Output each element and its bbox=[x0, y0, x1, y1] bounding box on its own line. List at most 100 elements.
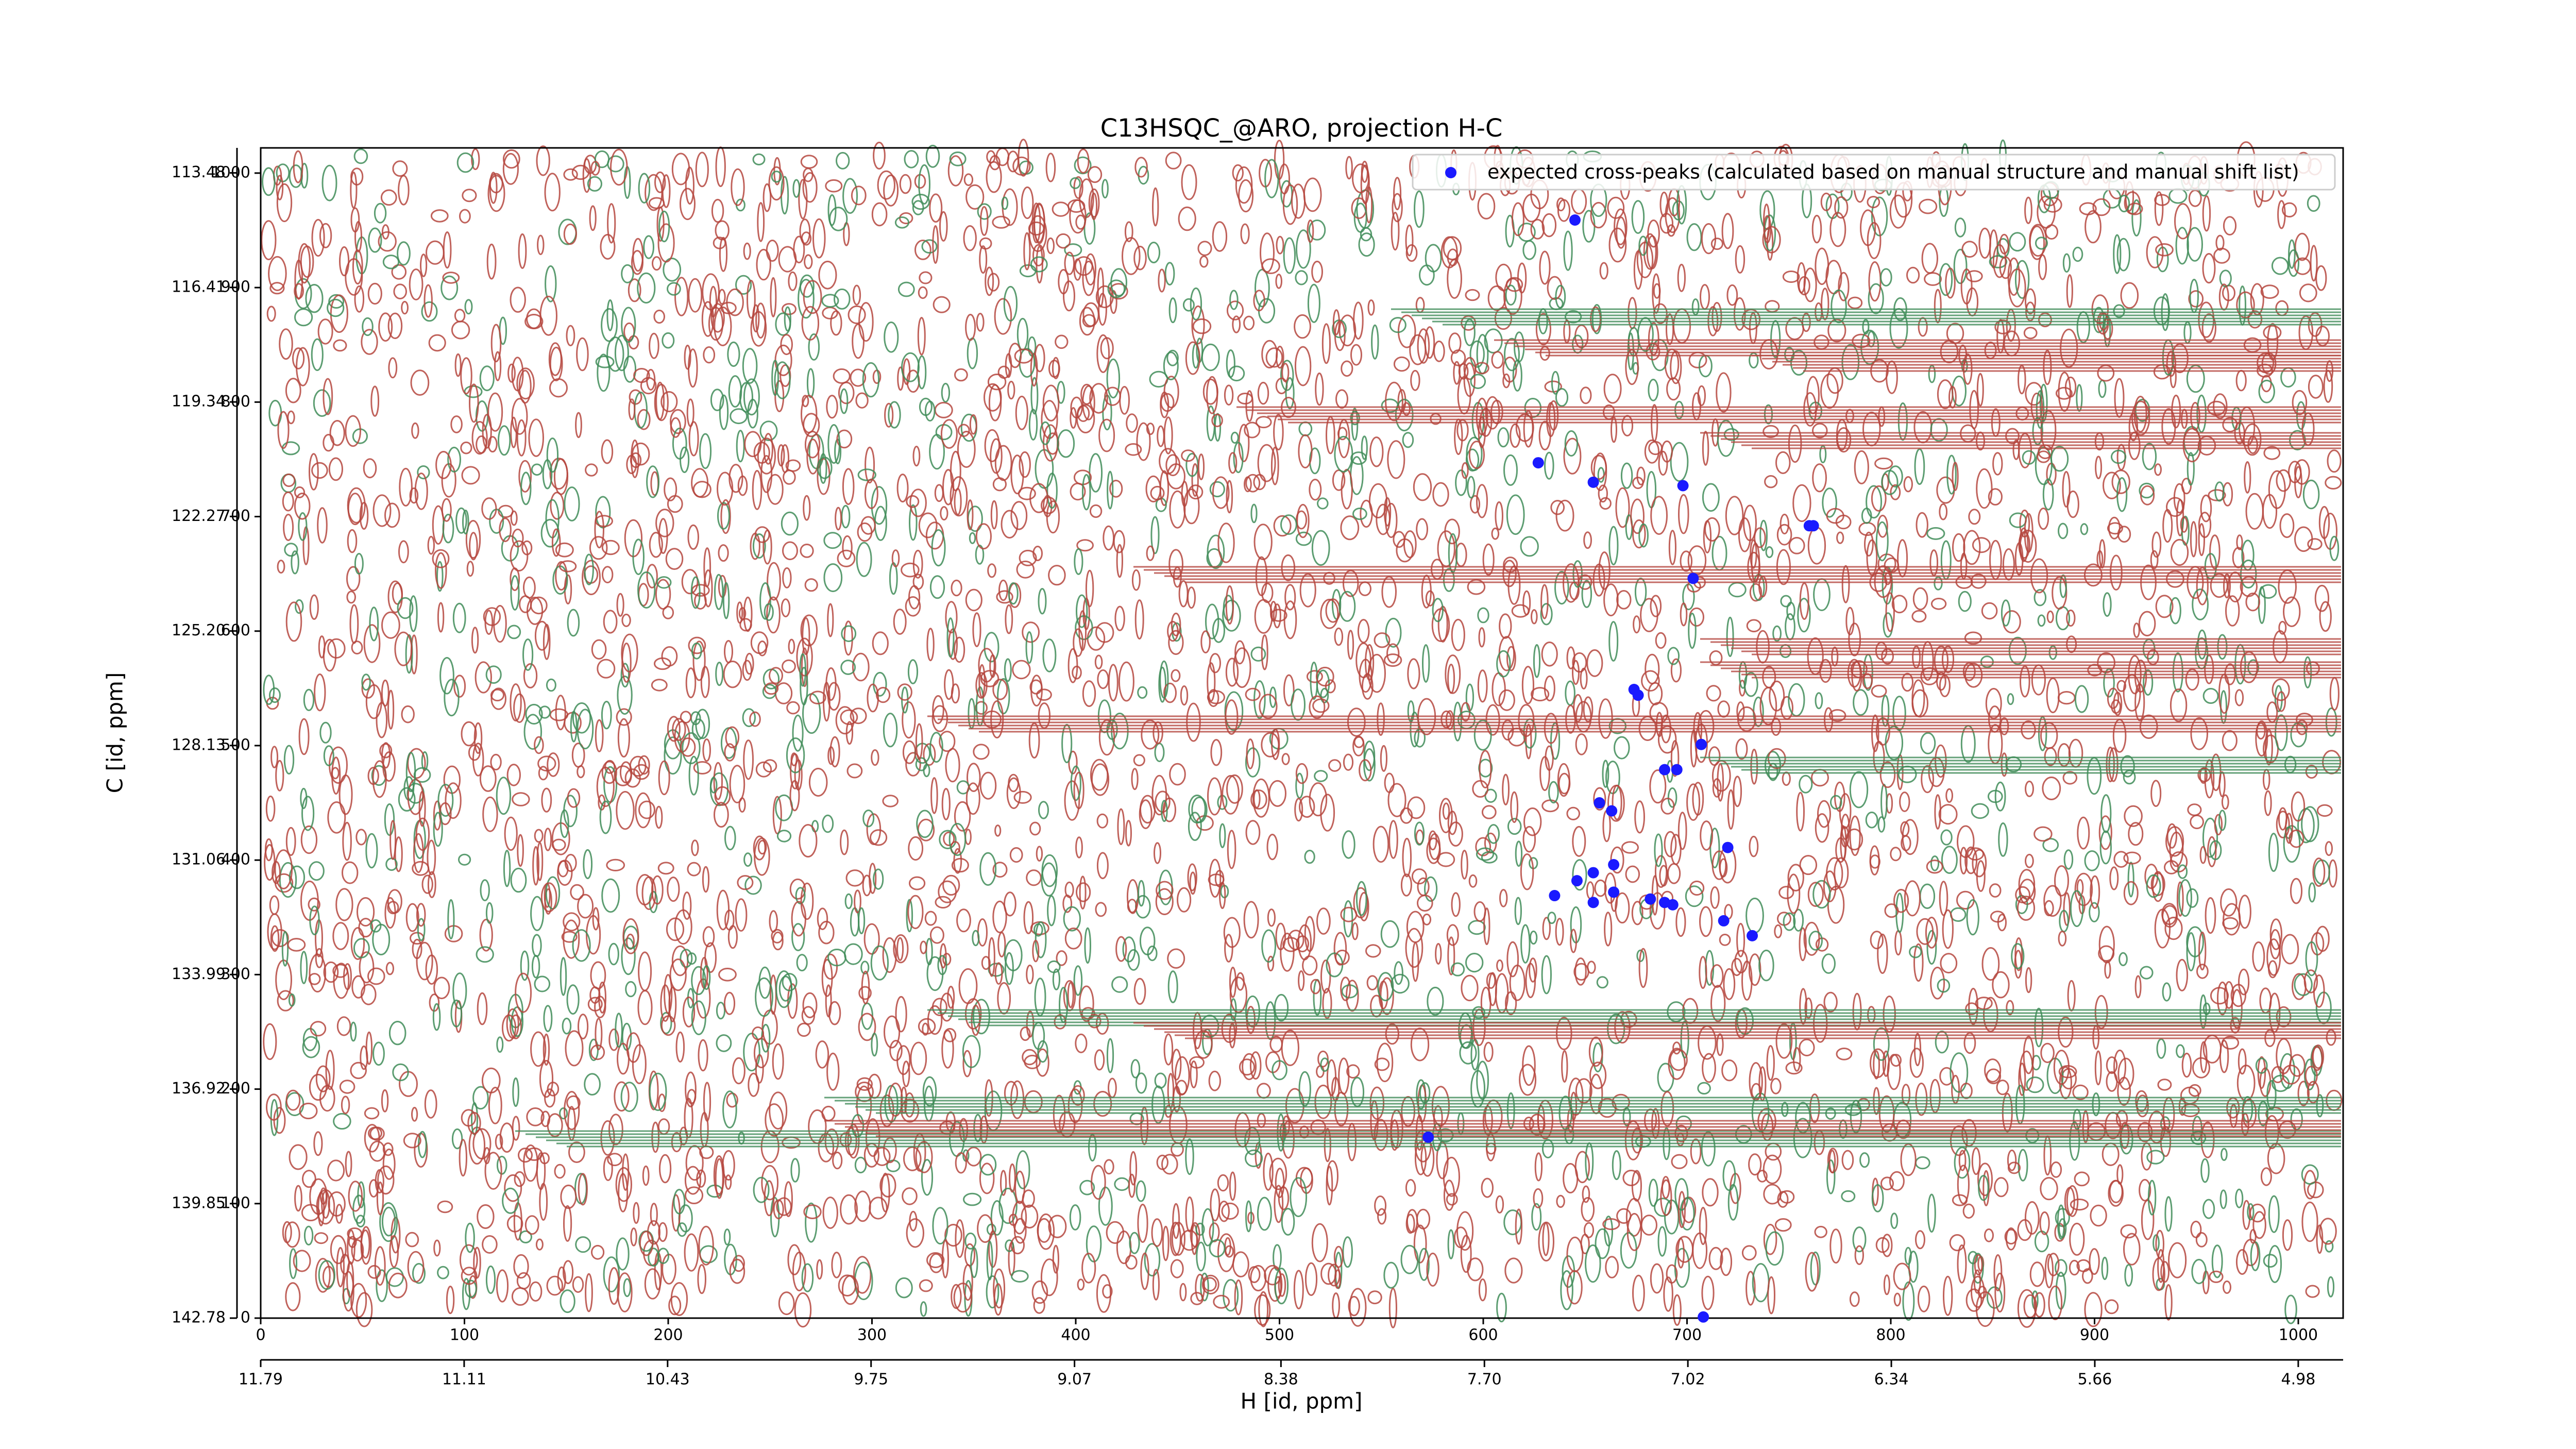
contour-blob bbox=[607, 1153, 623, 1167]
contour-blob bbox=[1273, 414, 1284, 450]
contour-blob bbox=[394, 631, 413, 666]
contour-blob bbox=[2123, 881, 2139, 905]
contour-blob bbox=[754, 837, 770, 876]
contour-blob bbox=[1052, 968, 1060, 990]
contour-blob bbox=[482, 1235, 498, 1254]
contour-blob bbox=[1664, 831, 1677, 857]
contour-blob bbox=[986, 1275, 999, 1309]
contour-blob bbox=[1463, 362, 1476, 397]
contour-blob bbox=[1223, 917, 1241, 948]
contour-blob bbox=[1110, 268, 1128, 297]
contour-blob bbox=[872, 631, 889, 655]
contour-blob bbox=[1891, 595, 1908, 614]
contour-blob bbox=[958, 968, 978, 1004]
contour-blob bbox=[1076, 539, 1094, 552]
contour-blob bbox=[1940, 829, 1953, 846]
contour-blob bbox=[305, 284, 324, 313]
contour-blob bbox=[802, 172, 818, 203]
contour-blob bbox=[1311, 530, 1330, 566]
contour-blob bbox=[1829, 1228, 1842, 1264]
contour-blob bbox=[388, 1021, 406, 1046]
contour-blob bbox=[2050, 1161, 2062, 1178]
contour-blob bbox=[1333, 1245, 1344, 1268]
contour-blob bbox=[1360, 499, 1373, 528]
contour-blob bbox=[1950, 1052, 1969, 1093]
contour-blob bbox=[1410, 1027, 1430, 1062]
contour-blob bbox=[2162, 982, 2172, 1002]
contour-blob bbox=[1405, 1214, 1415, 1234]
contour-blob bbox=[1820, 192, 1832, 211]
contour-blob bbox=[1261, 340, 1278, 369]
contour-blob bbox=[1514, 897, 1522, 925]
cross-peak bbox=[1549, 890, 1561, 902]
contour-blob bbox=[387, 312, 403, 339]
contour-blob bbox=[319, 721, 332, 744]
contour-blob bbox=[980, 670, 999, 687]
contour-blob bbox=[1926, 930, 1937, 965]
contour-blob bbox=[461, 466, 480, 485]
contour-blob bbox=[870, 829, 888, 846]
contour-blob bbox=[1261, 929, 1277, 963]
contour-blob bbox=[1875, 1237, 1890, 1253]
contour-blob bbox=[941, 382, 951, 403]
contour-blob bbox=[715, 662, 724, 686]
contour-blob bbox=[1349, 1288, 1367, 1327]
contour-blob bbox=[1069, 1204, 1081, 1231]
contour-blob bbox=[1189, 871, 1197, 895]
contour-blob bbox=[962, 1035, 981, 1068]
contour-blob bbox=[2218, 673, 2230, 714]
contour-blob bbox=[1176, 1080, 1188, 1096]
contour-blob bbox=[2220, 690, 2227, 724]
contour-blob bbox=[300, 787, 308, 810]
contour-blob bbox=[1675, 1236, 1694, 1263]
contour-blob bbox=[1245, 995, 1260, 1028]
contour-blob bbox=[345, 415, 362, 447]
contour-blob bbox=[1581, 1197, 1595, 1222]
contour-blob bbox=[2114, 378, 2125, 418]
contour-blob bbox=[2255, 1057, 2268, 1074]
contour-blob bbox=[1337, 427, 1348, 441]
contour-blob bbox=[350, 207, 360, 233]
contour-blob bbox=[2019, 1050, 2034, 1091]
cross-peak bbox=[1608, 859, 1620, 871]
contour-blob bbox=[1450, 962, 1465, 976]
contour-blob bbox=[506, 1215, 523, 1233]
contour-blob bbox=[1002, 188, 1018, 226]
contour-blob bbox=[405, 903, 419, 932]
contour-blob bbox=[1005, 1239, 1014, 1252]
contour-blob bbox=[780, 334, 793, 356]
contour-blob bbox=[354, 285, 365, 313]
contour-blob bbox=[350, 1283, 367, 1318]
contour-blob bbox=[1209, 1222, 1220, 1242]
cross-peak bbox=[1687, 572, 1699, 584]
contour-blob bbox=[361, 678, 375, 699]
contour-blob bbox=[822, 814, 834, 833]
contour-blob bbox=[1250, 646, 1266, 662]
contour-blob bbox=[2222, 730, 2238, 751]
contour-blob bbox=[2098, 379, 2107, 398]
contour-blob bbox=[1897, 402, 1908, 441]
contour-blob bbox=[1229, 1171, 1236, 1201]
contour-blob bbox=[1723, 968, 1736, 1000]
contour-noise bbox=[261, 139, 2343, 1328]
contour-blob bbox=[873, 868, 884, 890]
contour-blob bbox=[698, 1225, 714, 1266]
contour-blob bbox=[796, 637, 813, 677]
contour-blob bbox=[931, 529, 946, 567]
contour-blob bbox=[1838, 272, 1850, 301]
contour-blob bbox=[1008, 1214, 1018, 1226]
contour-blob bbox=[654, 171, 666, 193]
contour-blob bbox=[510, 510, 518, 526]
contour-blob bbox=[674, 277, 689, 316]
contour-blob bbox=[1547, 276, 1563, 300]
contour-blob bbox=[699, 433, 712, 469]
contour-blob bbox=[295, 599, 304, 614]
contour-blob bbox=[1733, 776, 1742, 807]
contour-blob bbox=[1237, 393, 1253, 405]
contour-blob bbox=[355, 1292, 373, 1327]
contour-blob bbox=[2223, 573, 2231, 599]
contour-blob bbox=[944, 669, 954, 700]
contour-blob bbox=[2025, 780, 2034, 797]
contour-blob bbox=[2213, 393, 2228, 419]
contour-blob bbox=[871, 749, 879, 766]
